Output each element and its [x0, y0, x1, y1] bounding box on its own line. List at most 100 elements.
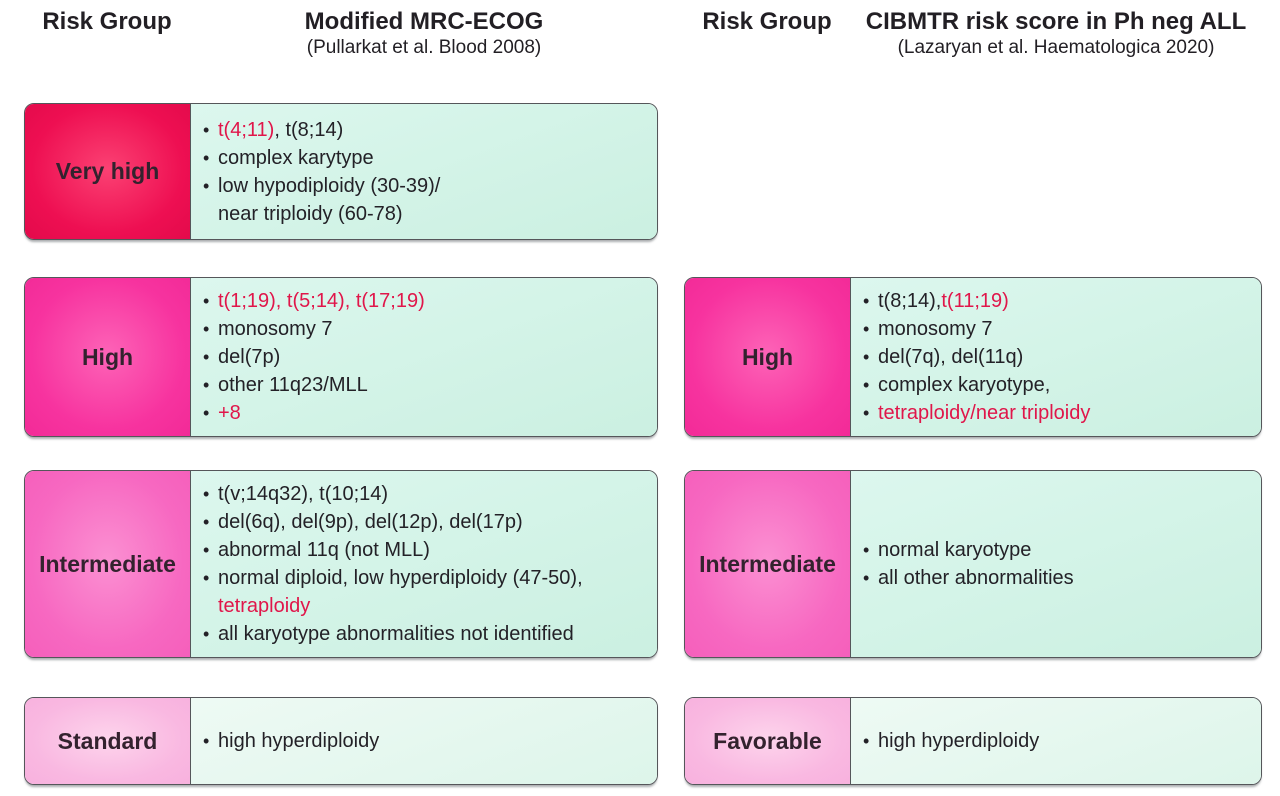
criteria-text-highlighted: tetraploidy/near triploidy [878, 402, 1091, 424]
criteria-line: • all other abnormalities [862, 564, 1261, 592]
bullet-dot: • [203, 291, 210, 311]
bullet-dot: • [863, 731, 870, 751]
bullet-dot: • [203, 403, 210, 423]
risk-row-intermediate-left: Intermediate • t(v;14q32), t(10;14) • del(6q… [24, 470, 658, 658]
right-system-title: CIBMTR risk score in Ph neg ALL [865, 8, 1247, 35]
criteria-line: • monosomy 7 [202, 315, 657, 343]
criteria-box-favorable: • high hyperdiploidy [851, 698, 1261, 784]
risk-row-very-high: Very high • t(4;11), t(8;14) • complex karyt… [24, 103, 658, 240]
risk-label-text: Favorable [713, 727, 822, 754]
criteria-text: normal diploid, low hyperdiploidy (47-50… [218, 567, 583, 589]
criteria-line: • complex karytype [202, 144, 657, 172]
criteria-text: t(8;14), [878, 290, 942, 312]
criteria-box-very-high: • t(4;11), t(8;14) • complex karytype • low h… [191, 104, 657, 239]
bullet-dot: • [203, 347, 210, 367]
criteria-line: • monosomy 7 [862, 315, 1261, 343]
criteria-line: • other 11q23/MLL [202, 371, 657, 399]
bullet-dot: • [203, 624, 210, 644]
bullet-dot: • [863, 375, 870, 395]
criteria-line: • del(7q), del(11q) [862, 343, 1261, 371]
risk-label-text: Standard [57, 727, 158, 754]
risk-label-favorable: Favorable [685, 698, 851, 784]
bullet-dot: • [203, 147, 210, 168]
risk-label-very-high: Very high [25, 104, 191, 239]
bullet-dot: • [203, 568, 210, 588]
risk-label-text: High [81, 343, 134, 370]
criteria-text: normal karyotype [878, 539, 1032, 561]
criteria-text-highlighted: t(4;11) [218, 118, 275, 141]
bullet-dot: • [203, 175, 210, 196]
right-system-header: CIBMTR risk score in Ph neg ALL (Lazarya… [850, 8, 1262, 60]
left-risk-group-title: Risk Group [42, 8, 172, 35]
criteria-text: all other abnormalities [878, 567, 1074, 589]
criteria-box-intermediate: • t(v;14q32), t(10;14) • del(6q), del(9p), … [191, 471, 657, 657]
criteria-box-high: • t(8;14), t(11;19) • monosomy 7 • del(7q), d… [851, 278, 1261, 436]
criteria-text: all karyotype abnormalities not identifi… [218, 623, 574, 645]
risk-label-intermediate: Intermediate [685, 471, 851, 657]
risk-label-text: Intermediate [699, 550, 836, 577]
risk-row-high-right: High • t(8;14), t(11;19) • monosomy 7 • del(7q… [684, 277, 1262, 437]
bullet-dot: • [203, 540, 210, 560]
criteria-line: • low hypodiploidy (30-39)/ [202, 172, 657, 200]
bullet-dot: • [863, 291, 870, 311]
criteria-box-standard: • high hyperdiploidy [191, 698, 657, 784]
criteria-text: complex karytype [218, 146, 374, 169]
criteria-line: • t(4;11), t(8;14) [202, 116, 657, 144]
criteria-text: other 11q23/MLL [218, 374, 368, 396]
criteria-text: t(v;14q32), t(10;14) [218, 483, 389, 505]
left-system-header: Modified MRC-ECOG (Pullarkat et al. Bloo… [190, 8, 658, 60]
criteria-text: del(7p) [218, 346, 281, 368]
criteria-line: • del(7p) [202, 343, 657, 371]
risk-row-favorable: Favorable • high hyperdiploidy [684, 697, 1262, 785]
criteria-line: • normal karyotype [862, 536, 1261, 564]
criteria-text-highlighted: +8 [218, 402, 241, 424]
left-risk-group-header: Risk Group [24, 8, 190, 36]
left-system-title: Modified MRC-ECOG [304, 8, 544, 35]
right-risk-group-header: Risk Group [684, 8, 850, 36]
criteria-text: complex karyotype, [878, 374, 1051, 396]
risk-row-intermediate-right: Intermediate • normal karyotype • all other … [684, 470, 1262, 658]
bullet-dot: • [203, 119, 210, 140]
criteria-box-high: • t(1;19), t(5;14), t(17;19) • monosomy 7 • d… [191, 278, 657, 436]
right-system-citation: (Lazaryan et al. Haematologica 2020) [897, 37, 1215, 58]
right-risk-group-title: Risk Group [702, 8, 832, 35]
risk-row-standard: Standard • high hyperdiploidy [24, 697, 658, 785]
criteria-line: • t(v;14q32), t(10;14) [202, 480, 657, 508]
criteria-text: abnormal 11q (not MLL) [218, 539, 430, 561]
criteria-text: del(6q), del(9p), del(12p), del(17p) [218, 511, 523, 533]
criteria-line: • complex karyotype, [862, 371, 1261, 399]
criteria-line: • high hyperdiploidy [862, 727, 1261, 755]
criteria-text: low hypodiploidy (30-39)/ [218, 174, 441, 197]
risk-label-text: High [741, 343, 794, 370]
criteria-text: monosomy 7 [218, 318, 333, 340]
criteria-line: • tetraploidy/near triploidy [862, 399, 1261, 427]
risk-label-text: Intermediate [39, 550, 176, 577]
criteria-text-highlighted: t(1;19), t(5;14), t(17;19) [218, 290, 425, 312]
criteria-text: near triploidy (60-78) [218, 202, 403, 225]
risk-row-high-left: High • t(1;19), t(5;14), t(17;19) • monosomy… [24, 277, 658, 437]
criteria-line: tetraploidy [202, 592, 657, 620]
bullet-dot: • [203, 484, 210, 504]
risk-label-text: Very high [55, 158, 160, 184]
criteria-line: • del(6q), del(9p), del(12p), del(17p) [202, 508, 657, 536]
risk-label-intermediate: Intermediate [25, 471, 191, 657]
bullet-dot: • [863, 540, 870, 560]
criteria-line: • t(8;14), t(11;19) [862, 287, 1261, 315]
bullet-dot: • [203, 512, 210, 532]
bullet-dot: • [203, 731, 210, 751]
risk-label-high: High [685, 278, 851, 436]
bullet-dot: • [863, 319, 870, 339]
criteria-line: • t(1;19), t(5;14), t(17;19) [202, 287, 657, 315]
bullet-dot: • [863, 403, 870, 423]
left-system-citation: (Pullarkat et al. Blood 2008) [306, 37, 542, 58]
criteria-line: near triploidy (60-78) [202, 200, 657, 228]
bullet-dot: • [863, 347, 870, 367]
criteria-box-intermediate: • normal karyotype • all other abnormalitie… [851, 471, 1261, 657]
criteria-text-highlighted: t(11;19) [941, 290, 1009, 312]
criteria-line: • abnormal 11q (not MLL) [202, 536, 657, 564]
risk-label-high: High [25, 278, 191, 436]
criteria-line: • high hyperdiploidy [202, 727, 657, 755]
criteria-text: del(7q), del(11q) [878, 346, 1024, 368]
criteria-text: high hyperdiploidy [878, 730, 1040, 752]
